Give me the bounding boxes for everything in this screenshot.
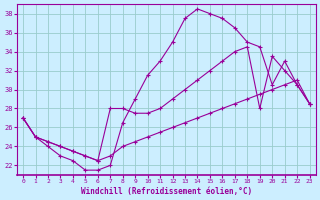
X-axis label: Windchill (Refroidissement éolien,°C): Windchill (Refroidissement éolien,°C) xyxy=(81,187,252,196)
